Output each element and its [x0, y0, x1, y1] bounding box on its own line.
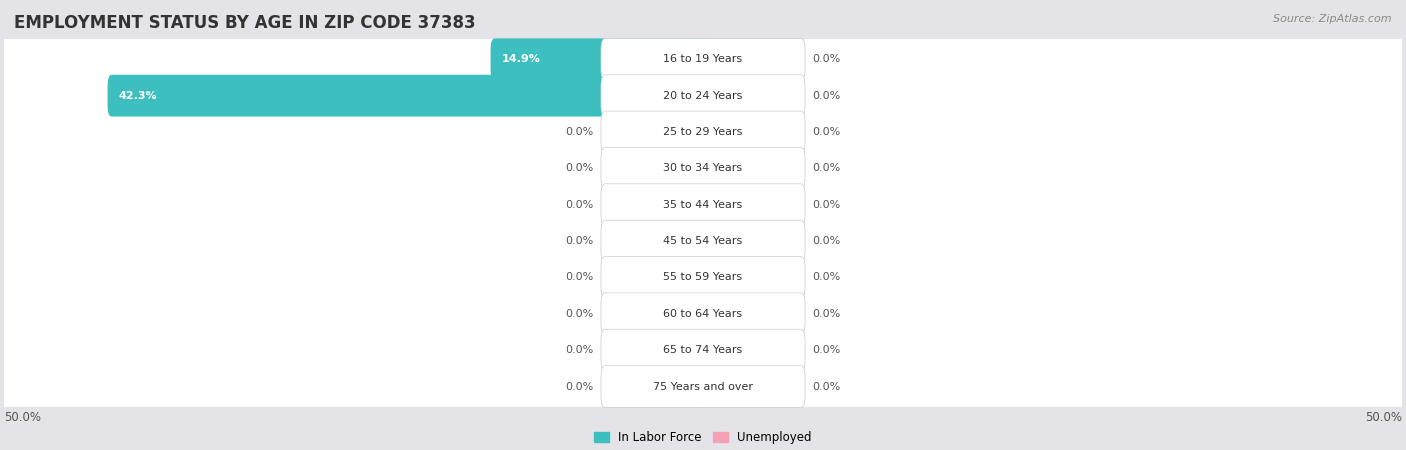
Text: 14.9%: 14.9%: [502, 54, 541, 64]
FancyBboxPatch shape: [1, 184, 1405, 225]
Text: 0.0%: 0.0%: [565, 382, 593, 392]
FancyBboxPatch shape: [1, 112, 1405, 153]
Text: 0.0%: 0.0%: [813, 236, 841, 246]
Text: 42.3%: 42.3%: [118, 90, 157, 101]
Text: 25 to 29 Years: 25 to 29 Years: [664, 127, 742, 137]
FancyBboxPatch shape: [699, 329, 806, 371]
Text: 75 Years and over: 75 Years and over: [652, 382, 754, 392]
FancyBboxPatch shape: [1, 330, 1405, 370]
FancyBboxPatch shape: [600, 220, 707, 262]
FancyBboxPatch shape: [600, 293, 806, 335]
Text: 0.0%: 0.0%: [565, 272, 593, 283]
Text: 50.0%: 50.0%: [1365, 411, 1402, 424]
FancyBboxPatch shape: [699, 184, 806, 225]
Text: Source: ZipAtlas.com: Source: ZipAtlas.com: [1274, 14, 1392, 23]
Text: 0.0%: 0.0%: [813, 200, 841, 210]
Text: 0.0%: 0.0%: [813, 90, 841, 101]
Text: 35 to 44 Years: 35 to 44 Years: [664, 200, 742, 210]
FancyBboxPatch shape: [699, 293, 806, 335]
FancyBboxPatch shape: [699, 75, 806, 117]
FancyBboxPatch shape: [600, 256, 806, 298]
Text: 55 to 59 Years: 55 to 59 Years: [664, 272, 742, 283]
FancyBboxPatch shape: [1, 221, 1405, 261]
FancyBboxPatch shape: [699, 256, 806, 298]
FancyBboxPatch shape: [699, 365, 806, 407]
FancyBboxPatch shape: [108, 75, 707, 117]
FancyBboxPatch shape: [699, 111, 806, 153]
Text: 0.0%: 0.0%: [813, 309, 841, 319]
FancyBboxPatch shape: [600, 111, 806, 153]
FancyBboxPatch shape: [600, 293, 707, 335]
Text: 0.0%: 0.0%: [565, 345, 593, 355]
Text: 20 to 24 Years: 20 to 24 Years: [664, 90, 742, 101]
Text: 0.0%: 0.0%: [813, 127, 841, 137]
FancyBboxPatch shape: [600, 38, 806, 80]
FancyBboxPatch shape: [1, 366, 1405, 407]
FancyBboxPatch shape: [600, 365, 806, 407]
FancyBboxPatch shape: [600, 184, 806, 225]
Legend: In Labor Force, Unemployed: In Labor Force, Unemployed: [589, 427, 817, 449]
Text: 50.0%: 50.0%: [4, 411, 41, 424]
Text: 0.0%: 0.0%: [565, 236, 593, 246]
FancyBboxPatch shape: [1, 39, 1405, 80]
FancyBboxPatch shape: [699, 220, 806, 262]
FancyBboxPatch shape: [600, 329, 707, 371]
Text: 0.0%: 0.0%: [565, 127, 593, 137]
Text: 16 to 19 Years: 16 to 19 Years: [664, 54, 742, 64]
FancyBboxPatch shape: [600, 75, 806, 117]
Text: 30 to 34 Years: 30 to 34 Years: [664, 163, 742, 173]
FancyBboxPatch shape: [1, 293, 1405, 334]
FancyBboxPatch shape: [600, 220, 806, 262]
Text: 0.0%: 0.0%: [813, 345, 841, 355]
Text: 0.0%: 0.0%: [565, 163, 593, 173]
Text: 0.0%: 0.0%: [813, 54, 841, 64]
FancyBboxPatch shape: [699, 148, 806, 189]
Text: 65 to 74 Years: 65 to 74 Years: [664, 345, 742, 355]
Text: 45 to 54 Years: 45 to 54 Years: [664, 236, 742, 246]
Text: 0.0%: 0.0%: [813, 272, 841, 283]
Text: 0.0%: 0.0%: [565, 309, 593, 319]
Text: 0.0%: 0.0%: [565, 200, 593, 210]
FancyBboxPatch shape: [600, 111, 707, 153]
FancyBboxPatch shape: [600, 148, 806, 189]
FancyBboxPatch shape: [1, 75, 1405, 116]
FancyBboxPatch shape: [600, 329, 806, 371]
FancyBboxPatch shape: [491, 38, 707, 80]
FancyBboxPatch shape: [1, 257, 1405, 298]
Text: 0.0%: 0.0%: [813, 382, 841, 392]
FancyBboxPatch shape: [600, 365, 707, 407]
FancyBboxPatch shape: [1, 148, 1405, 189]
FancyBboxPatch shape: [699, 38, 806, 80]
FancyBboxPatch shape: [600, 148, 707, 189]
FancyBboxPatch shape: [600, 256, 707, 298]
FancyBboxPatch shape: [600, 184, 707, 225]
Text: EMPLOYMENT STATUS BY AGE IN ZIP CODE 37383: EMPLOYMENT STATUS BY AGE IN ZIP CODE 373…: [14, 14, 475, 32]
Text: 0.0%: 0.0%: [813, 163, 841, 173]
Text: 60 to 64 Years: 60 to 64 Years: [664, 309, 742, 319]
